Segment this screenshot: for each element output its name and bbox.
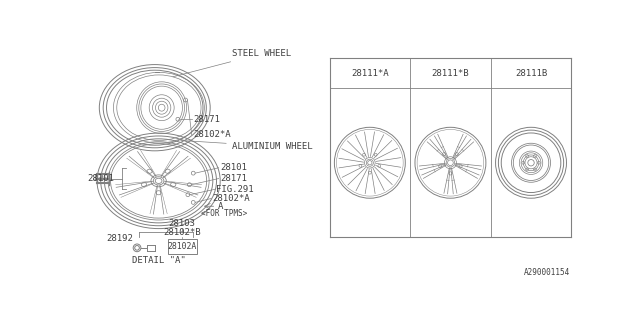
Text: A290001154: A290001154	[524, 268, 570, 277]
Text: 28171: 28171	[193, 115, 220, 124]
Text: 28101: 28101	[88, 174, 115, 183]
Text: 28111*B: 28111*B	[431, 68, 469, 77]
Text: FIG.291: FIG.291	[216, 185, 254, 194]
Text: 28102*B: 28102*B	[164, 228, 202, 237]
Text: ALUMINIUM WHEEL: ALUMINIUM WHEEL	[180, 140, 312, 151]
Text: STEEL WHEEL: STEEL WHEEL	[173, 49, 291, 77]
Text: 28101: 28101	[220, 163, 247, 172]
Text: 28111B: 28111B	[515, 68, 547, 77]
Text: <FOR TPMS>: <FOR TPMS>	[201, 209, 247, 218]
Text: 28192: 28192	[107, 234, 134, 243]
Text: DETAIL "A": DETAIL "A"	[132, 256, 186, 265]
Text: 28111*A: 28111*A	[351, 68, 388, 77]
Text: 28102A: 28102A	[168, 242, 197, 251]
Text: 28171: 28171	[220, 174, 247, 183]
Text: 28102*A: 28102*A	[193, 130, 231, 139]
Text: A: A	[218, 202, 223, 211]
Text: 28102*A: 28102*A	[212, 194, 250, 203]
Text: 28103: 28103	[168, 219, 195, 228]
